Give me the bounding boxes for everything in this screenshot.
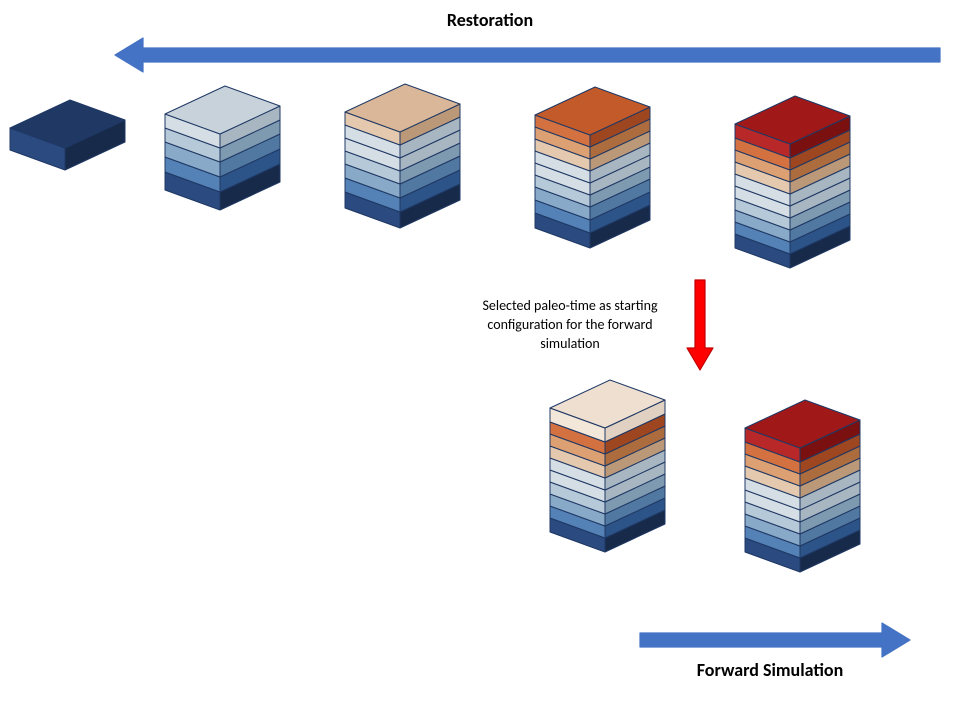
restoration-title: Restoration (0, 9, 980, 31)
caption-line-2: configuration for the forward (420, 316, 720, 333)
caption-line-3: simulation (420, 335, 720, 352)
caption-line-1: Selected paleo-time as starting (420, 297, 720, 314)
forward-title: Forward Simulation (620, 659, 920, 681)
